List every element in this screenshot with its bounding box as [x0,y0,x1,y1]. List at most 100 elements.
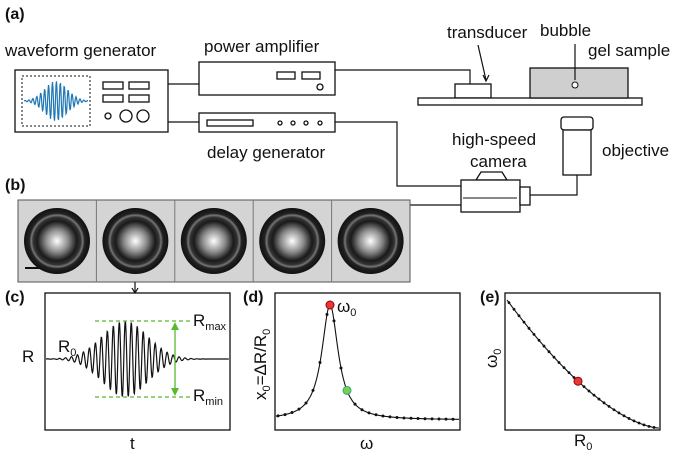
point [597,397,601,401]
point [557,361,561,364]
point [542,344,546,348]
curve [46,321,229,397]
point [444,417,448,421]
point [517,314,521,318]
point [353,402,357,406]
label: delay generator [207,143,325,162]
cable [168,69,578,206]
label: Rmax [193,311,227,333]
point [395,415,399,419]
point [332,319,336,323]
point [388,415,392,419]
panel-label: (e) [480,289,500,306]
curve [506,299,659,429]
point [607,404,611,408]
point [402,416,406,420]
point [612,408,616,412]
axis-label: x0=ΔR/R0 [251,329,273,400]
point [304,401,308,405]
gel-sample [529,67,629,99]
axis-label: ω0 [482,349,504,368]
bubble-image [180,208,247,274]
point [430,417,434,421]
point [276,414,280,418]
plot-frame [44,292,231,431]
point [522,320,526,324]
label: waveform generator [4,41,157,60]
arrow [131,282,139,295]
point [342,385,352,395]
point [567,371,571,375]
point [652,426,656,429]
panel-label: (d) [243,289,263,306]
point [627,417,631,420]
point [592,393,596,397]
point [622,414,626,418]
axis-label: R0 [574,431,592,453]
point [512,307,516,311]
point [381,414,385,418]
point [451,417,455,421]
bubble-image [102,208,169,274]
point [552,355,556,359]
transducer [454,83,492,99]
pointer [477,44,490,83]
panel-label: (b) [5,177,25,194]
stage [417,97,643,106]
point [507,301,511,305]
point [325,312,329,316]
waveform-generator [14,69,169,133]
label: ω0 [337,297,356,319]
point [339,366,343,370]
label: gel sample [588,41,670,60]
point [532,332,536,336]
axis-label: R [22,347,34,366]
power-amplifier [198,61,336,96]
point [360,408,364,412]
panel-label: (c) [5,289,25,306]
label: R0 [58,337,76,359]
point [632,419,636,423]
point [325,300,335,310]
bubble [571,81,579,89]
camera [460,171,531,213]
point [617,411,621,415]
annotation [95,320,190,398]
point [637,421,641,425]
point [283,413,287,417]
label: transducer [447,23,528,42]
point [311,388,315,392]
point [642,423,646,427]
point [602,401,606,405]
point [582,385,586,389]
point [367,411,371,415]
point [562,366,566,370]
panel-label: (a) [5,6,25,23]
image-strip [17,199,411,283]
objective [560,116,594,176]
plot-frame [504,292,661,431]
point [297,407,301,411]
point [290,411,294,415]
delay-generator [198,112,336,133]
point [423,417,427,421]
bubble-image [259,208,326,274]
curve [275,300,459,421]
label: camera [470,152,527,171]
bubble-image [24,208,90,274]
label: power amplifier [204,37,320,56]
axis-label: t [130,434,135,453]
plot-frame [274,292,461,431]
point [416,417,420,421]
bubble-image [337,208,404,274]
axis-label: ω [360,434,373,453]
point [409,416,413,420]
point [587,389,591,393]
point [437,417,441,421]
label: objective [602,141,669,160]
point [537,338,541,342]
point [647,424,651,428]
point [374,413,378,417]
point [527,326,531,330]
